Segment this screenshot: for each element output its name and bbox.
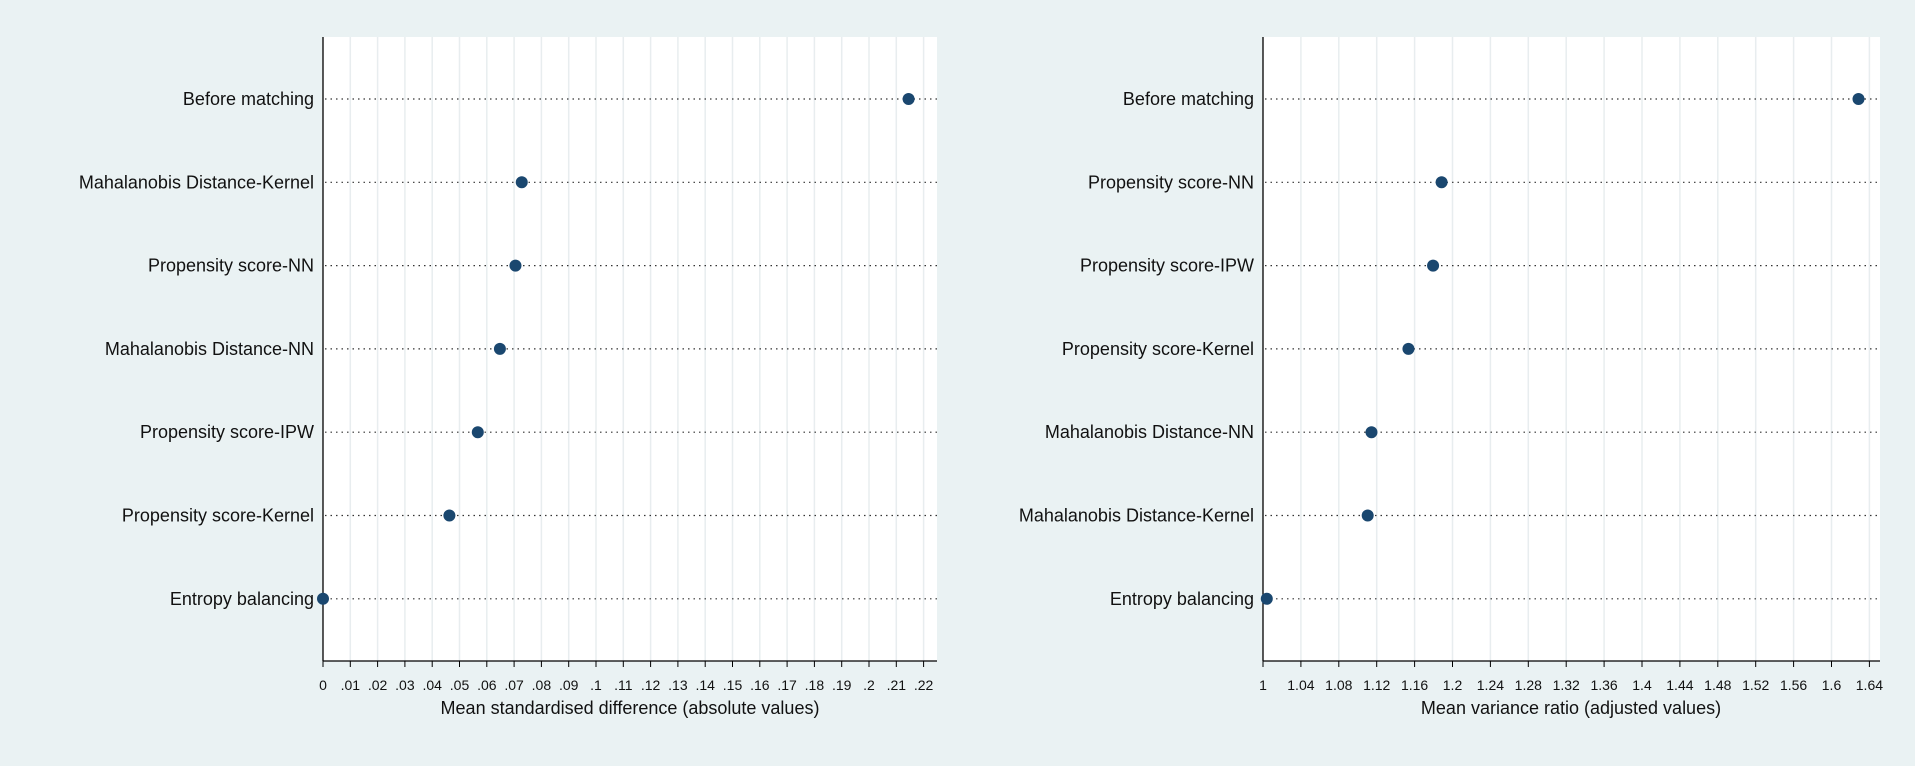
- x-tick-label: 1.08: [1325, 677, 1352, 693]
- category-label-propensity-score-kernel: Propensity score-Kernel: [1062, 339, 1254, 359]
- left-panel-mean-standardised-difference: 0 .01 .02 .03 .04 .05 .06 .07 .08 .09 .1 .11 .12 .13.…: [79, 37, 937, 718]
- plot-area: [323, 37, 937, 661]
- x-tick-label: 1.56: [1780, 677, 1807, 693]
- data-point-mahalanobis-distance-nn: [1365, 426, 1378, 439]
- x-tick-label: .01: [341, 677, 361, 693]
- category-label-mahalanobis-distance-nn: Mahalanobis Distance-NN: [1045, 422, 1254, 442]
- x-tick-label: .12: [641, 677, 661, 693]
- category-label-propensity-score-ipw: Propensity score-IPW: [1080, 256, 1254, 276]
- x-tick-label: .08: [532, 677, 552, 693]
- category-label-before-matching: Before matching: [183, 89, 314, 109]
- category-label-mahalanobis-distance-nn: Mahalanobis Distance-NN: [105, 339, 314, 359]
- x-tick-label: .21: [887, 677, 907, 693]
- plot-area: [1263, 37, 1880, 661]
- x-tick-label: .05: [450, 677, 470, 693]
- data-point-mahalanobis-distance-kernel: [1361, 509, 1374, 522]
- x-tick-label: .15: [723, 677, 743, 693]
- x-tick-label: .02: [368, 677, 388, 693]
- x-tick-label: .16: [750, 677, 770, 693]
- category-label-mahalanobis-distance-kernel: Mahalanobis Distance-Kernel: [79, 172, 314, 192]
- data-point-propensity-score-kernel: [443, 509, 456, 522]
- x-tick-label: .17: [777, 677, 797, 693]
- x-axis-title: Mean variance ratio (adjusted values): [1421, 698, 1721, 718]
- x-tick-label: 1.36: [1590, 677, 1617, 693]
- data-point-entropy-balancing: [1260, 592, 1273, 605]
- x-tick-label: 1.12: [1363, 677, 1390, 693]
- data-point-mahalanobis-distance-kernel: [515, 176, 528, 189]
- x-tick-label: 0: [319, 677, 327, 693]
- category-label-entropy-balancing: Entropy balancing: [1110, 589, 1254, 609]
- x-tick-label: 1.6: [1822, 677, 1842, 693]
- data-point-propensity-score-ipw: [471, 426, 484, 439]
- category-label-propensity-score-kernel: Propensity score-Kernel: [122, 506, 314, 526]
- x-tick-label: .09: [559, 677, 579, 693]
- x-tick-label: 1.04: [1287, 677, 1314, 693]
- data-point-before-matching: [902, 93, 915, 105]
- right-panel-mean-variance-ratio: 1 1.04 1.08 1.12 1.16 1.2 1.24 1.28 1.32 1.36 1.4 1…: [1019, 37, 1883, 718]
- data-point-before-matching: [1852, 93, 1865, 105]
- x-tick-label: .2: [863, 677, 875, 693]
- x-tick-label: .19: [832, 677, 852, 693]
- category-label-propensity-score-ipw: Propensity score-IPW: [140, 422, 314, 442]
- data-point-propensity-score-nn: [509, 259, 522, 272]
- x-tick-label: 1: [1259, 677, 1267, 693]
- x-tick-label: 1.32: [1553, 677, 1580, 693]
- category-label-mahalanobis-distance-kernel: Mahalanobis Distance-Kernel: [1019, 506, 1254, 526]
- x-tick-label: 1.2: [1443, 677, 1463, 693]
- x-tick-label: 1.16: [1401, 677, 1428, 693]
- x-tick-label: 1.28: [1515, 677, 1542, 693]
- data-point-propensity-score-ipw: [1427, 259, 1440, 272]
- data-point-entropy-balancing: [317, 592, 329, 605]
- data-point-mahalanobis-distance-nn: [493, 342, 506, 355]
- x-tick-label: 1.64: [1856, 677, 1883, 693]
- x-tick-label: .18: [805, 677, 825, 693]
- x-tick-label: 1.44: [1666, 677, 1693, 693]
- x-tick-label: 1.24: [1477, 677, 1504, 693]
- x-tick-label: .13: [668, 677, 688, 693]
- x-tick-label: .03: [395, 677, 415, 693]
- x-tick-label: .14: [695, 677, 715, 693]
- x-tick-label: .04: [422, 677, 442, 693]
- x-tick-label: 1.4: [1632, 677, 1652, 693]
- x-axis-title: Mean standardised difference (absolute v…: [441, 698, 820, 718]
- category-label-entropy-balancing: Entropy balancing: [170, 589, 314, 609]
- x-tick-label: 1.52: [1742, 677, 1769, 693]
- x-tick-label: .07: [504, 677, 524, 693]
- category-label-propensity-score-nn: Propensity score-NN: [1088, 172, 1254, 192]
- x-tick-label: 1.48: [1704, 677, 1731, 693]
- x-tick-label: .11: [614, 677, 633, 693]
- data-point-propensity-score-nn: [1435, 176, 1448, 189]
- category-label-propensity-score-nn: Propensity score-NN: [148, 256, 314, 276]
- x-tick-label: .06: [477, 677, 497, 693]
- data-point-propensity-score-kernel: [1402, 342, 1415, 355]
- category-label-before-matching: Before matching: [1123, 89, 1254, 109]
- x-tick-label: .22: [914, 677, 934, 693]
- x-tick-label: .1: [590, 677, 602, 693]
